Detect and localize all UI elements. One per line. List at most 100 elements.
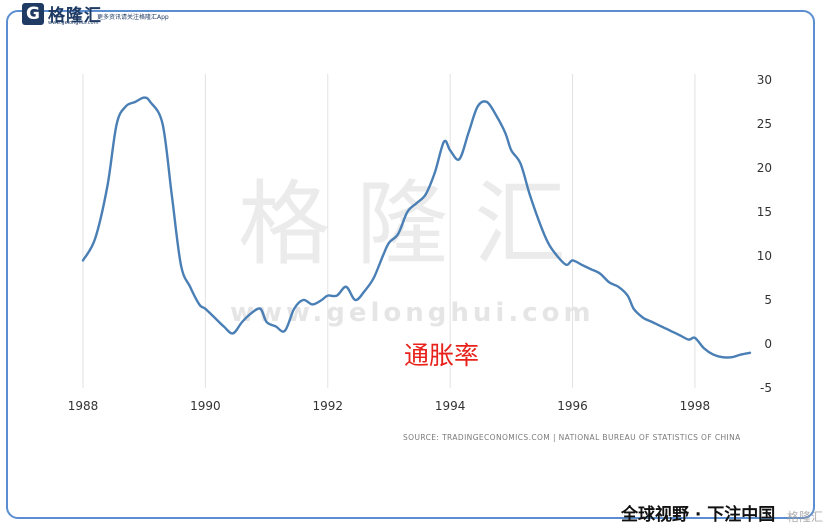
data-point (476, 105, 479, 108)
data-point (678, 334, 681, 337)
chart-frame (6, 10, 815, 519)
data-point (712, 353, 715, 356)
data-point (617, 285, 620, 288)
data-point (397, 233, 400, 235)
data-point (703, 347, 706, 350)
data-point (204, 307, 207, 310)
data-point (354, 299, 357, 301)
data-point (82, 259, 84, 262)
y-tick-label: 5 (764, 293, 772, 307)
data-point (179, 263, 182, 266)
data-point (161, 123, 164, 125)
data-point (189, 285, 192, 288)
y-axis-ticks: 30 25 20 15 10 5 0 -5 (757, 73, 772, 395)
data-point (198, 303, 201, 306)
data-point (580, 263, 583, 266)
y-tick-label: 0 (764, 337, 772, 351)
data-point (510, 149, 513, 152)
data-point (739, 353, 742, 356)
footer-watermark: 格隆汇 (787, 510, 824, 524)
y-tick-label: 10 (757, 249, 772, 263)
data-point (320, 299, 323, 301)
data-point (283, 329, 286, 332)
y-tick-label: 30 (757, 73, 772, 87)
data-point (265, 321, 268, 323)
data-point (519, 162, 522, 165)
x-tick-label: 1990 (190, 399, 221, 413)
data-point (556, 255, 559, 257)
data-point (424, 193, 427, 196)
data-point (687, 338, 690, 341)
data-point (599, 272, 602, 275)
data-point (660, 325, 663, 328)
data-point (388, 241, 390, 244)
data-point (721, 356, 724, 359)
y-tick-label: 25 (757, 117, 772, 131)
data-point (372, 277, 375, 279)
data-point (537, 219, 540, 222)
data-point (335, 294, 338, 297)
watermark-url: www.gelonghui.com (230, 298, 595, 328)
x-axis-ticks: 1988 1990 1992 1994 1996 1998 (68, 399, 710, 413)
data-point (274, 325, 277, 328)
brand-url: www.gelonghui.com (48, 20, 99, 26)
data-point (106, 184, 109, 187)
data-point (528, 193, 531, 196)
data-point (485, 101, 488, 103)
brand-slogan: 更多资讯请关注格隆汇App (97, 14, 169, 21)
data-point (222, 325, 225, 328)
data-point (641, 316, 644, 319)
data-point (94, 237, 97, 240)
inflation-series-points (82, 96, 751, 359)
data-point (632, 307, 635, 310)
data-point (504, 131, 507, 134)
data-point (241, 321, 244, 323)
data-point (231, 332, 234, 335)
inflation-series-line (81, 96, 752, 359)
data-point (495, 114, 498, 117)
x-tick-label: 1996 (557, 399, 588, 413)
footer-tagline: 全球视野 · 下注中国 (621, 505, 776, 525)
brand-logo-icon: G (22, 3, 44, 25)
data-point (213, 316, 216, 319)
chart-grid (82, 74, 696, 388)
data-point (363, 290, 366, 293)
data-point (433, 171, 436, 174)
data-point (115, 123, 118, 125)
data-point (467, 131, 470, 134)
data-point (669, 329, 672, 332)
data-point (124, 105, 127, 108)
data-point (311, 303, 314, 306)
data-point (143, 96, 146, 99)
data-point (443, 140, 445, 143)
data-point (565, 263, 568, 266)
data-point (693, 336, 696, 339)
data-point (415, 202, 418, 205)
x-tick-label: 1998 (680, 399, 711, 413)
data-point (749, 351, 751, 354)
y-tick-label: -5 (760, 381, 772, 395)
data-point (730, 356, 733, 359)
data-point (250, 312, 253, 315)
data-point (149, 101, 152, 103)
data-point (626, 294, 629, 297)
x-tick-label: 1994 (435, 399, 466, 413)
x-tick-label: 1988 (68, 399, 99, 413)
data-point (381, 255, 384, 257)
brand-name: 格隆汇 (48, 6, 102, 26)
data-point (170, 193, 173, 196)
data-point (406, 211, 409, 213)
data-point (293, 307, 296, 310)
y-tick-label: 20 (757, 161, 772, 175)
series-label: 通胀率 (404, 341, 480, 370)
x-tick-label: 1992 (312, 399, 343, 413)
data-point (449, 149, 452, 152)
data-point (547, 241, 550, 244)
data-point (571, 259, 574, 262)
data-point (458, 158, 461, 161)
data-point (134, 101, 136, 103)
data-point (651, 321, 654, 323)
data-point (345, 285, 348, 288)
chart-source: SOURCE: TRADINGECONOMICS.COM | NATIONAL … (403, 433, 741, 442)
